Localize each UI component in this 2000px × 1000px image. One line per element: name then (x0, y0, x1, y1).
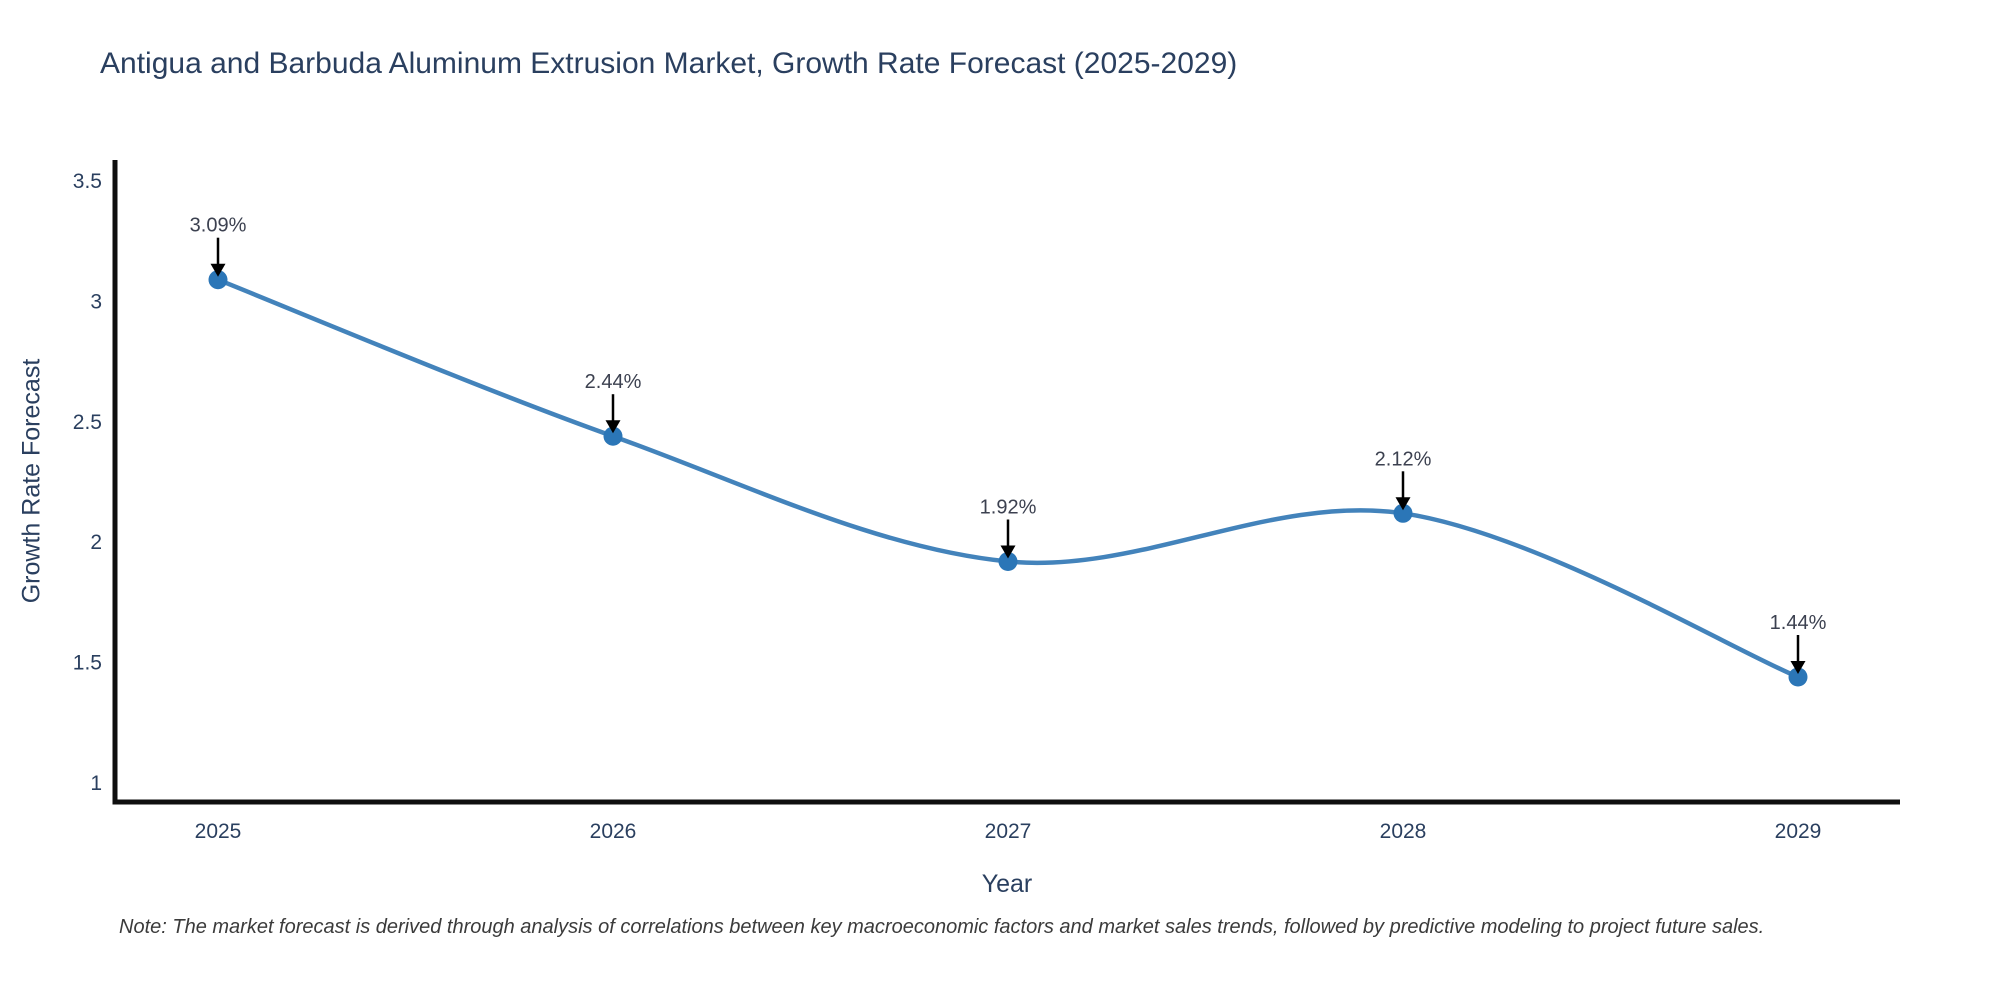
annotation-arrowhead-icon (1790, 661, 1806, 674)
x-tick-label: 2026 (590, 820, 637, 843)
y-tick-label: 1.5 (73, 652, 102, 675)
y-tick-label: 3.5 (73, 170, 102, 193)
annotation-arrowhead-icon (605, 420, 621, 434)
data-point-marker[interactable] (603, 426, 623, 446)
y-axis-title: Growth Rate Forecast (17, 358, 46, 604)
x-axis-title: Year (981, 870, 1033, 898)
x-tick-label: 2025 (195, 820, 242, 843)
data-point-label: 2.12% (1375, 448, 1432, 470)
data-point-label: 1.44% (1770, 612, 1827, 634)
data-point-marker[interactable] (1788, 667, 1808, 687)
annotation-arrowhead-icon (1395, 497, 1411, 511)
data-point-marker[interactable] (208, 270, 228, 290)
forecast-line (215, 277, 1801, 680)
y-tick-label: 3 (90, 290, 102, 313)
y-tick-label: 1 (90, 772, 102, 795)
annotation-arrowhead-icon (210, 263, 226, 277)
data-point-label: 3.09% (190, 215, 247, 237)
data-point-label: 2.44% (585, 371, 642, 393)
data-point-marker[interactable] (998, 552, 1018, 571)
data-point-label: 1.92% (980, 497, 1037, 519)
x-tick-label: 2028 (1380, 820, 1427, 843)
footnote: Note: The market forecast is derived thr… (119, 916, 1765, 938)
x-tick-label: 2029 (1775, 820, 1822, 843)
x-tick-label: 2027 (985, 820, 1032, 843)
annotation-arrowhead-icon (1000, 545, 1016, 559)
data-point-marker[interactable] (1393, 503, 1413, 523)
chart-title: Antigua and Barbuda Aluminum Extrusion M… (100, 47, 1238, 80)
y-tick-label: 2.5 (73, 411, 102, 434)
y-tick-label: 2 (90, 531, 102, 554)
